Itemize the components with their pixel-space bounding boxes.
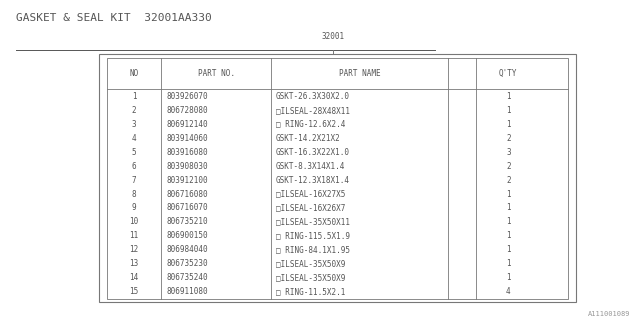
Text: 5: 5 (132, 148, 136, 157)
Text: GSKT-14.2X21X2: GSKT-14.2X21X2 (276, 134, 340, 143)
Text: 1: 1 (506, 204, 511, 212)
Text: 806716070: 806716070 (166, 204, 208, 212)
Text: GSKT-12.3X18X1.4: GSKT-12.3X18X1.4 (276, 176, 350, 185)
Text: GSKT-26.3X30X2.0: GSKT-26.3X30X2.0 (276, 92, 350, 101)
Text: 806912140: 806912140 (166, 120, 208, 129)
Text: 2: 2 (506, 134, 511, 143)
Text: 803914060: 803914060 (166, 134, 208, 143)
Text: 1: 1 (132, 92, 136, 101)
Text: 806735230: 806735230 (166, 259, 208, 268)
Text: 1: 1 (506, 217, 511, 226)
Text: 1: 1 (506, 106, 511, 115)
Text: 2: 2 (506, 162, 511, 171)
Text: NO: NO (129, 69, 139, 78)
Text: 1: 1 (506, 120, 511, 129)
Text: □ RING-12.6X2.4: □ RING-12.6X2.4 (276, 120, 345, 129)
Text: 806735210: 806735210 (166, 217, 208, 226)
Text: 806900150: 806900150 (166, 231, 208, 240)
Text: 806735240: 806735240 (166, 273, 208, 282)
Text: 806716080: 806716080 (166, 189, 208, 198)
Text: 4: 4 (132, 134, 136, 143)
Text: 3: 3 (506, 148, 511, 157)
Text: □ILSEAL-35X50X9: □ILSEAL-35X50X9 (276, 259, 345, 268)
Text: 14: 14 (129, 273, 139, 282)
Text: PART NO.: PART NO. (198, 69, 234, 78)
Text: □ILSEAL-28X48X11: □ILSEAL-28X48X11 (276, 106, 350, 115)
Text: 11: 11 (129, 231, 139, 240)
Text: 1: 1 (506, 231, 511, 240)
Text: 803926070: 803926070 (166, 92, 208, 101)
Text: 10: 10 (129, 217, 139, 226)
Text: 15: 15 (129, 287, 139, 296)
Text: 806984040: 806984040 (166, 245, 208, 254)
Text: □ RING-11.5X2.1: □ RING-11.5X2.1 (276, 287, 345, 296)
Text: 13: 13 (129, 259, 139, 268)
Bar (107, 58, 568, 299)
Text: 6: 6 (132, 162, 136, 171)
Text: 803916080: 803916080 (166, 148, 208, 157)
Text: 3: 3 (132, 120, 136, 129)
Text: 806911080: 806911080 (166, 287, 208, 296)
Text: 2: 2 (132, 106, 136, 115)
Text: GASKET & SEAL KIT  32001AA330: GASKET & SEAL KIT 32001AA330 (16, 13, 212, 23)
Text: □ RING-84.1X1.95: □ RING-84.1X1.95 (276, 245, 350, 254)
Text: 1: 1 (506, 273, 511, 282)
Text: 803912100: 803912100 (166, 176, 208, 185)
Text: □ILSEAL-16X26X7: □ILSEAL-16X26X7 (276, 204, 345, 212)
Bar (99, 54, 576, 302)
Text: 12: 12 (129, 245, 139, 254)
Text: 806728080: 806728080 (166, 106, 208, 115)
Text: GSKT-8.3X14X1.4: GSKT-8.3X14X1.4 (276, 162, 345, 171)
Text: Q'TY: Q'TY (499, 69, 518, 78)
Text: □ILSEAL-35X50X9: □ILSEAL-35X50X9 (276, 273, 345, 282)
Text: 32001: 32001 (321, 32, 344, 41)
Text: □ RING-115.5X1.9: □ RING-115.5X1.9 (276, 231, 350, 240)
Text: 1: 1 (506, 189, 511, 198)
Text: A111001089: A111001089 (588, 311, 630, 317)
Text: 1: 1 (506, 92, 511, 101)
Text: □ILSEAL-35X50X11: □ILSEAL-35X50X11 (276, 217, 350, 226)
Text: 2: 2 (506, 176, 511, 185)
Text: 7: 7 (132, 176, 136, 185)
Text: 9: 9 (132, 204, 136, 212)
Text: 8: 8 (132, 189, 136, 198)
Text: PART NAME: PART NAME (339, 69, 380, 78)
Text: 4: 4 (506, 287, 511, 296)
Text: 1: 1 (506, 245, 511, 254)
Text: GSKT-16.3X22X1.0: GSKT-16.3X22X1.0 (276, 148, 350, 157)
Text: □ILSEAL-16X27X5: □ILSEAL-16X27X5 (276, 189, 345, 198)
Text: 1: 1 (506, 259, 511, 268)
Text: 803908030: 803908030 (166, 162, 208, 171)
